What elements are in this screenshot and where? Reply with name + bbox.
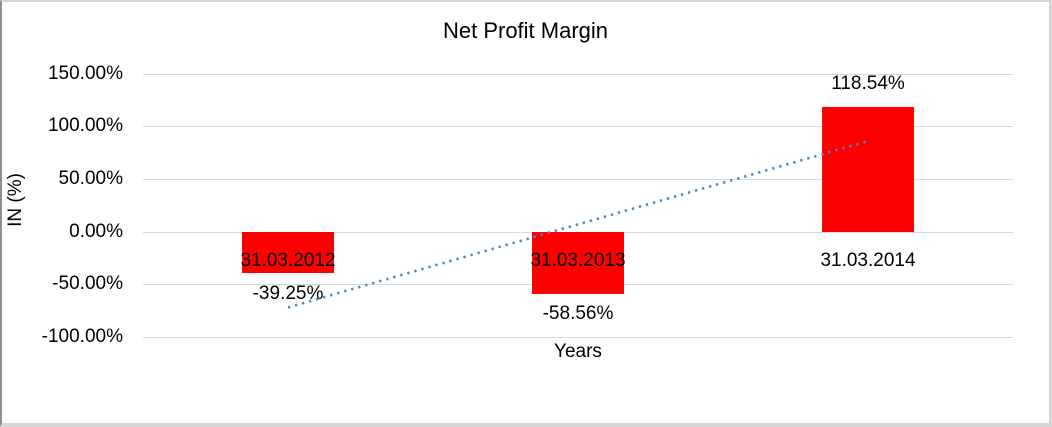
data-label: 118.54% (831, 73, 905, 94)
y-tick-label: -50.00% (52, 273, 123, 294)
y-tick-label: 100.00% (47, 115, 123, 136)
y-tick-label: 50.00% (58, 168, 123, 189)
y-tick-label: -100.00% (41, 326, 123, 347)
gridline (143, 74, 1013, 75)
chart-title: Net Profit Margin (442, 18, 609, 43)
category-label: 31.03.2013 (530, 250, 626, 271)
gridline (143, 337, 1013, 338)
category-label: 31.03.2012 (240, 250, 336, 271)
gridline (143, 126, 1013, 127)
y-tick-label: 150.00% (47, 63, 123, 84)
category-label: 31.03.2014 (820, 250, 916, 271)
data-label: -39.25% (252, 283, 324, 304)
bar-31.03.2014 (822, 107, 914, 232)
x-axis-title: Years (554, 341, 602, 362)
data-label: -58.56% (542, 303, 614, 324)
y-tick-label: 0.00% (69, 221, 123, 242)
